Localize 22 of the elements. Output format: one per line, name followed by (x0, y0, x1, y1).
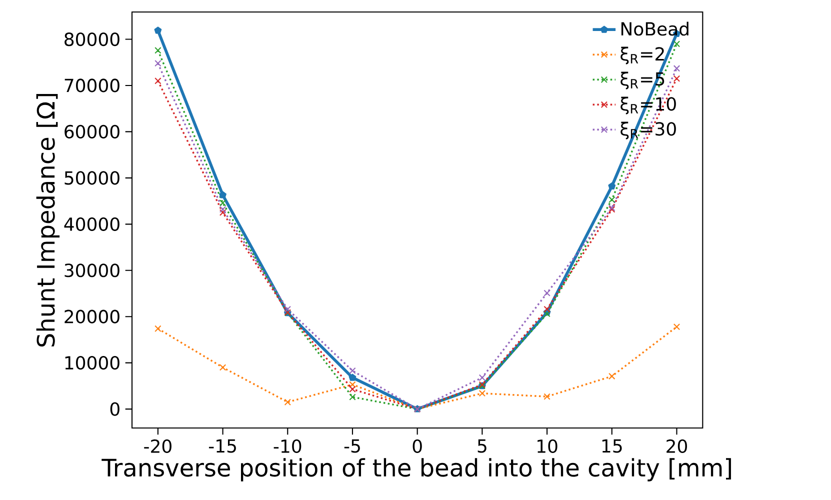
y-tick-label: 30000 (64, 264, 120, 278)
x-tick-label: -20 (144, 439, 172, 453)
x-tick-label: 5 (478, 439, 486, 453)
y-tick-label: 20000 (64, 310, 120, 324)
x-axis-title: Transverse position of the bead into the cavity [mm] (102, 458, 731, 482)
y-axis-title: Shunt Impedance [Ω] (36, 94, 60, 346)
x-tick-label: -10 (274, 439, 302, 453)
y-tick-label: 10000 (65, 356, 120, 370)
y-tick-label: 70000 (64, 78, 120, 92)
legend-label: ξ$_{R}$=2 (620, 46, 664, 64)
y-tick-label: 80000 (64, 32, 120, 46)
x-tick-label: -5 (344, 439, 360, 453)
y-tick-label: 0 (110, 402, 120, 416)
x-tick-label: 15 (602, 439, 622, 453)
x-tick-label: 20 (666, 439, 687, 453)
y-tick-label: 50000 (64, 171, 120, 185)
y-tick-label: 60000 (64, 124, 120, 139)
x-tick-label: 10 (538, 439, 558, 453)
legend-label: NoBead (621, 22, 688, 36)
x-tick-label: -15 (208, 439, 236, 453)
x-tick-label: 0 (412, 439, 422, 453)
y-tick-label: 40000 (64, 217, 120, 231)
